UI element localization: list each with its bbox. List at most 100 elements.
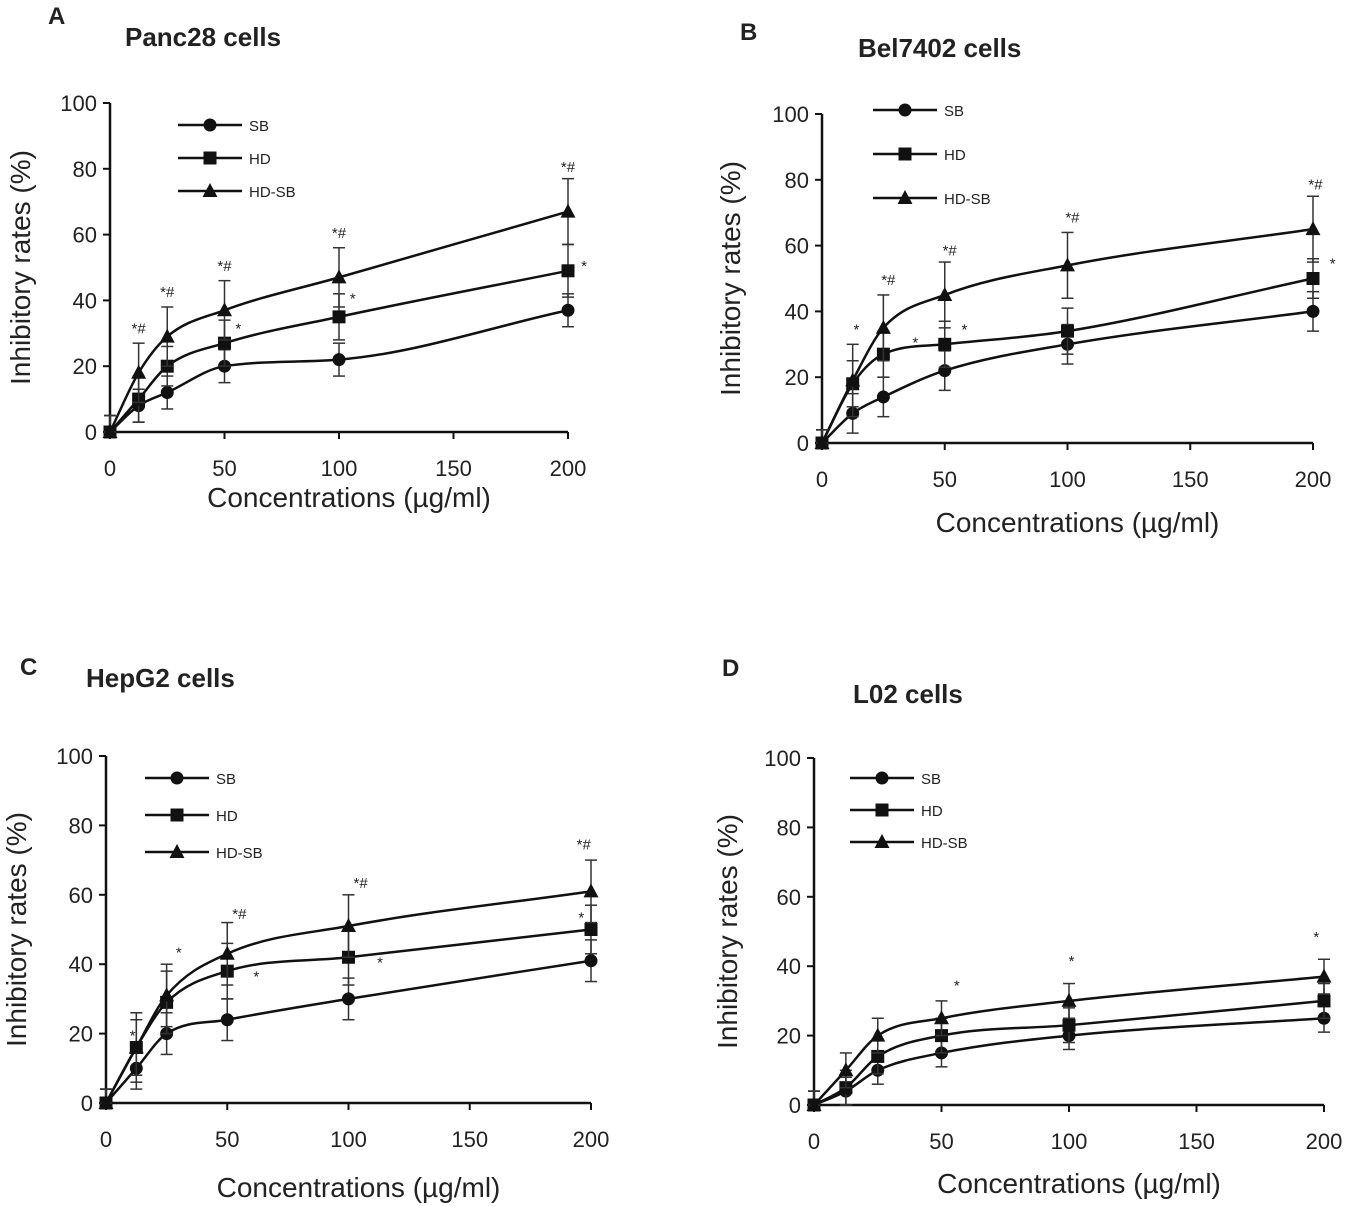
chart-panel-c: C HepG2 cells 0 20 40 60 80 100 0 50 100 150 200 Inhi…: [1, 654, 609, 1203]
data-point: [806, 1097, 822, 1111]
x-tick-label: 0: [100, 1127, 112, 1152]
significance-mark: *: [130, 1028, 136, 1045]
y-tick-label: 0: [81, 1091, 93, 1116]
x-tick-label: 0: [104, 456, 116, 481]
panel-letter: B: [740, 19, 757, 46]
x-tick-label: 50: [215, 1127, 239, 1152]
x-axis-label: Concentrations (µg/ml): [217, 1172, 501, 1203]
significance-mark: *: [581, 258, 587, 275]
chart-title: Bel7402 cells: [858, 33, 1021, 63]
legend-marker: [170, 771, 184, 785]
y-tick-label: 80: [777, 815, 801, 840]
chart-title: HepG2 cells: [86, 663, 235, 693]
significance-mark: *#: [1065, 210, 1080, 227]
series-hd-sb: [806, 958, 1332, 1111]
y-axis-label: Inhibitory rates (%): [5, 150, 36, 385]
data-point: [814, 435, 830, 449]
y-axis-label: Inhibitory rates (%): [1, 812, 32, 1047]
significance-mark: *#: [217, 258, 232, 275]
x-tick-label: 200: [1306, 1129, 1343, 1154]
legend-label: SB: [944, 103, 964, 120]
x-tick-label: 100: [321, 456, 358, 481]
significance-mark: *: [961, 321, 967, 338]
legend-label: HD: [921, 803, 943, 820]
significance-mark: *#: [160, 284, 175, 301]
data-point: [938, 337, 952, 351]
x-tick-label: 150: [1178, 1129, 1215, 1154]
data-point: [1060, 257, 1075, 272]
y-tick-label: 0: [85, 420, 97, 445]
y-tick-label: 0: [789, 1093, 801, 1118]
x-tick-label: 100: [1051, 1129, 1088, 1154]
data-point: [1316, 968, 1332, 983]
significance-mark: *#: [577, 837, 592, 854]
x-tick-label: 200: [573, 1127, 610, 1152]
y-tick-label: 40: [73, 288, 97, 313]
significance-mark: *: [1313, 929, 1319, 946]
data-point: [870, 1027, 886, 1042]
y-tick-label: 20: [73, 354, 97, 379]
y-tick-label: 80: [69, 813, 93, 838]
data-point: [159, 987, 175, 1002]
y-tick-label: 100: [764, 746, 801, 771]
legend-marker: [202, 183, 218, 197]
legend-label: SB: [921, 771, 941, 788]
legend-marker: [875, 803, 889, 817]
legend-marker: [898, 147, 912, 161]
data-point: [1317, 994, 1331, 1008]
data-point: [838, 1062, 854, 1077]
significance-mark: *#: [132, 320, 147, 337]
significance-mark: *: [176, 944, 182, 961]
data-point: [561, 264, 575, 278]
y-tick-label: 80: [785, 168, 809, 193]
x-tick-label: 50: [212, 456, 236, 481]
significance-mark: *: [578, 910, 584, 927]
legend-label: HD-SB: [216, 845, 263, 862]
chart-panel-d: D L02 cells 0 20 40 60 80 100 0 50 100 150 200 Inhibi…: [712, 655, 1342, 1199]
legend-label: HD-SB: [921, 835, 968, 852]
significance-mark: *#: [881, 272, 896, 289]
data-point: [560, 203, 576, 218]
series-hd-sb: [98, 859, 599, 1109]
data-point: [217, 302, 232, 317]
data-point: [102, 424, 118, 438]
legend-label: SB: [216, 771, 236, 788]
significance-mark: *#: [232, 906, 247, 923]
x-tick-label: 100: [1049, 467, 1086, 492]
y-tick-label: 60: [777, 885, 801, 910]
data-point: [1062, 1018, 1076, 1032]
y-axis-label: Inhibitory rates (%): [712, 814, 743, 1049]
y-tick-label: 60: [785, 234, 809, 259]
series-hd-sb: [814, 195, 1321, 449]
data-point: [131, 364, 147, 379]
significance-mark: *: [1069, 953, 1075, 970]
data-point: [875, 319, 891, 334]
legend-marker: [897, 190, 913, 204]
legend-marker: [203, 118, 217, 132]
data-point: [584, 954, 598, 968]
legend-label: HD-SB: [249, 184, 296, 201]
significance-mark: *#: [561, 159, 576, 176]
significance-mark: *#: [943, 242, 958, 259]
x-tick-label: 150: [1172, 467, 1209, 492]
y-tick-label: 100: [56, 744, 93, 769]
y-tick-label: 20: [69, 1022, 93, 1047]
x-axis-label: Concentrations (µg/ml): [207, 482, 491, 513]
data-point: [160, 386, 174, 400]
x-tick-label: 100: [330, 1127, 367, 1152]
data-point: [159, 328, 175, 343]
y-tick-label: 100: [60, 91, 97, 116]
data-point: [1061, 992, 1077, 1007]
legend-label: HD: [216, 808, 238, 825]
x-tick-label: 150: [435, 456, 472, 481]
data-point: [1061, 324, 1074, 338]
chart-panel-a: A Panc28 cells 0 20 40 60 80 100 0 50 100 150 200 Inh…: [5, 3, 587, 513]
chart-title: Panc28 cells: [125, 22, 281, 52]
x-tick-label: 200: [1295, 467, 1332, 492]
y-tick-label: 60: [69, 883, 93, 908]
data-point: [1306, 272, 1320, 285]
significance-mark: *: [912, 335, 918, 352]
x-axis-label: Concentrations (µg/ml): [937, 1168, 1221, 1199]
legend-marker: [170, 808, 184, 822]
significance-mark: *#: [332, 225, 347, 242]
